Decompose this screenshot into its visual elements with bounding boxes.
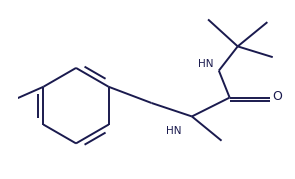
Text: HN: HN — [198, 59, 214, 69]
Text: O: O — [273, 90, 283, 103]
Text: HN: HN — [166, 126, 182, 136]
